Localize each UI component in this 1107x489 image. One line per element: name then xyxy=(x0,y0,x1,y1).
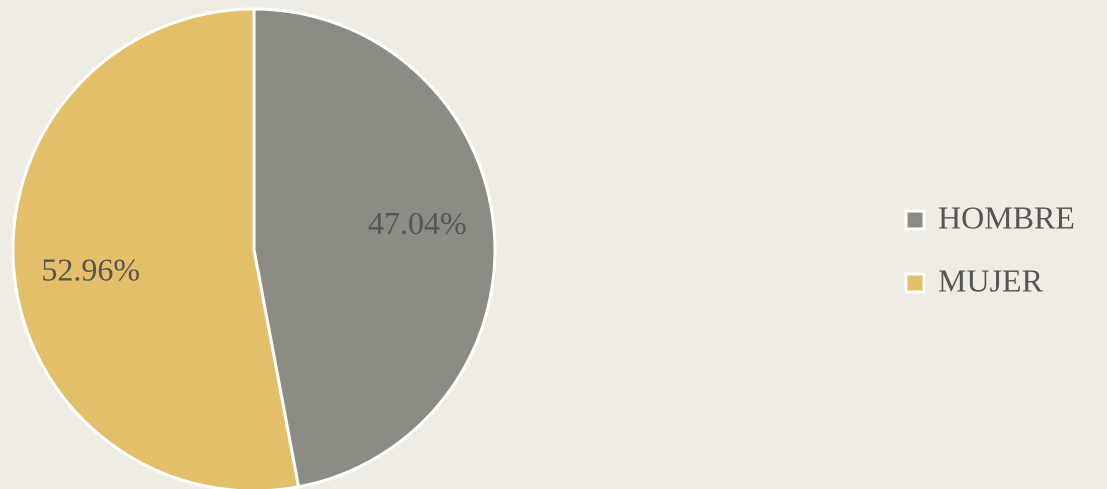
legend-label: HOMBRE xyxy=(938,199,1075,235)
legend-label: MUJER xyxy=(938,262,1044,298)
legend-swatch xyxy=(904,209,926,231)
pie-slice xyxy=(11,7,301,489)
data-label: 47.04% xyxy=(368,205,467,241)
pie-slice xyxy=(252,7,497,489)
data-label: 52.96% xyxy=(41,252,140,288)
legend-swatch xyxy=(904,272,926,294)
